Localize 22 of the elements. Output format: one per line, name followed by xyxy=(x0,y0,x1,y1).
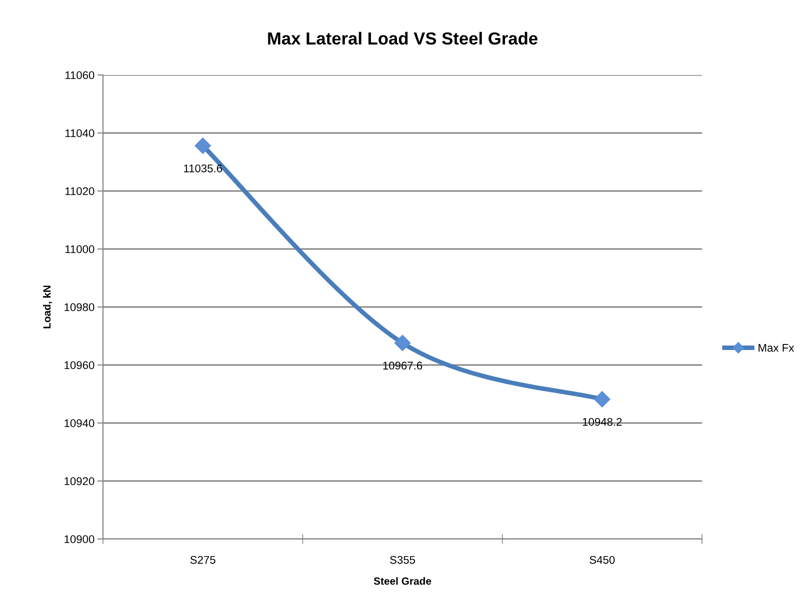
legend-label: Max Fx xyxy=(758,344,794,352)
y-tick-label: 10940 xyxy=(64,419,94,428)
y-tick-label: 11060 xyxy=(65,71,94,80)
y-tick-label: 10960 xyxy=(64,361,94,370)
y-tick-label: 10900 xyxy=(64,535,94,544)
point xyxy=(194,138,211,154)
y-tick-label: 10980 xyxy=(64,303,94,312)
point xyxy=(394,334,411,352)
y-tick-label: 11040 xyxy=(65,129,94,138)
data-label: 10967.6 xyxy=(383,362,422,370)
y-tick-label: 10920 xyxy=(64,477,94,486)
x-tick-label: S355 xyxy=(390,556,416,564)
y-axis-title: Load, kN xyxy=(42,286,52,328)
data-label: 10948.2 xyxy=(582,418,622,426)
x-axis-title: Steel Grade xyxy=(374,577,432,585)
data-label: 11035.6 xyxy=(184,164,222,172)
chart-title: Max Lateral Load VS Steel Grade xyxy=(268,32,538,45)
point xyxy=(594,391,610,408)
y-tick-label: 11020 xyxy=(65,187,94,196)
x-tick-label: S275 xyxy=(190,556,216,564)
y-tick-label: 11000 xyxy=(65,245,94,254)
x-tick-label: S450 xyxy=(590,556,615,564)
